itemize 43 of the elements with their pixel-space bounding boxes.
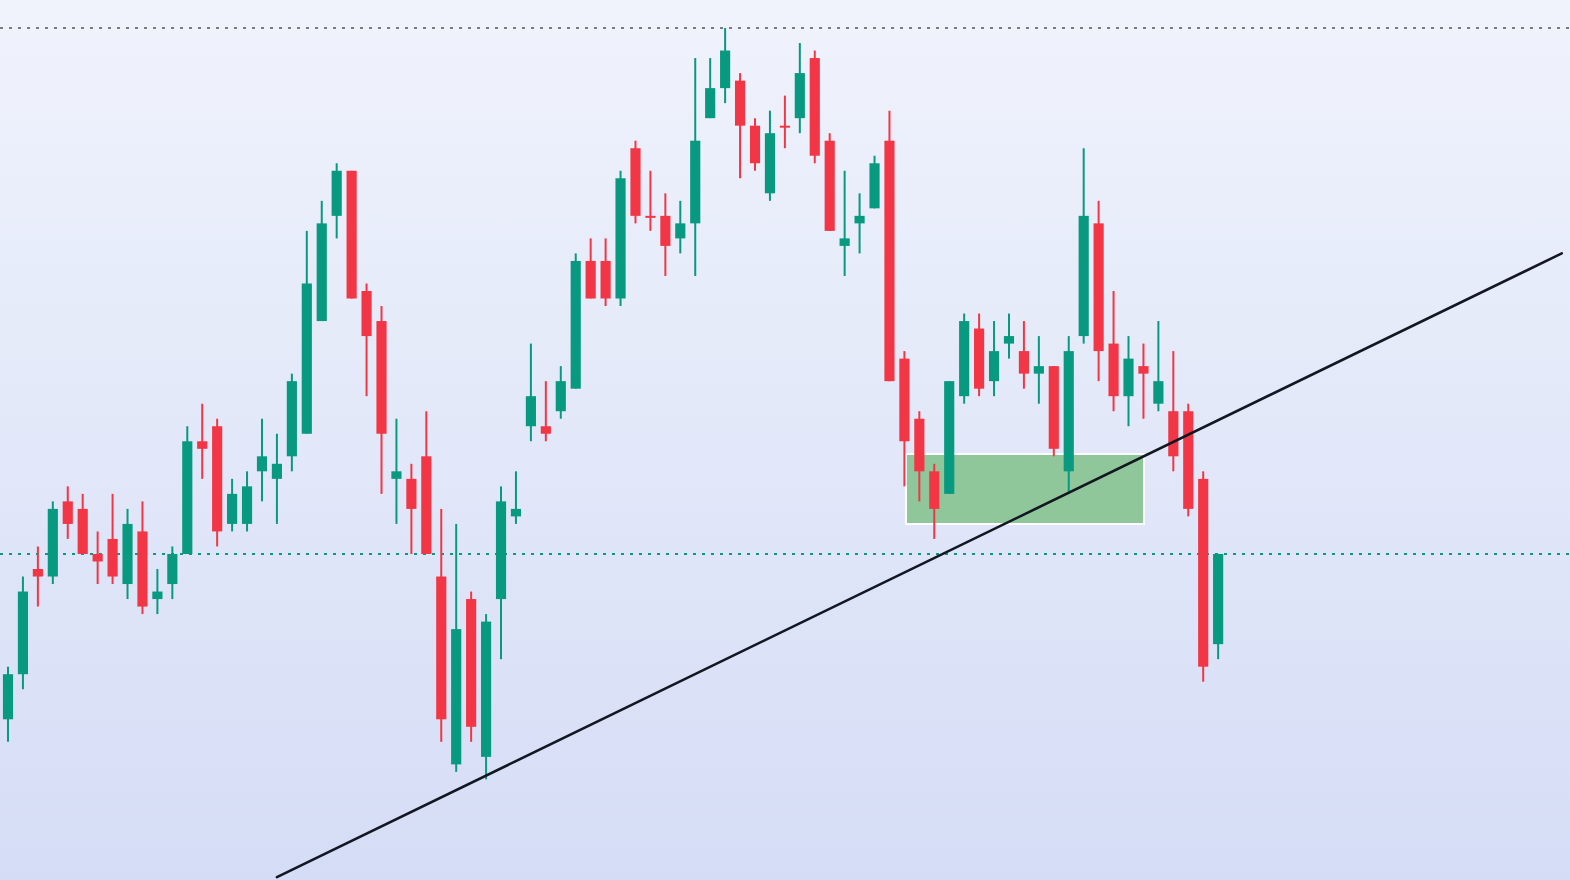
candlestick (32, 545, 43, 608)
candlestick (391, 417, 402, 525)
candlestick (749, 117, 761, 172)
candlestick (1123, 335, 1134, 428)
candlestick (600, 237, 611, 308)
candlestick (331, 162, 342, 240)
candlestick (869, 154, 880, 210)
candlestick (734, 72, 746, 180)
candlestick (779, 94, 790, 150)
candlestick (1138, 342, 1149, 420)
candlestick (2, 665, 14, 743)
candlestick (107, 492, 118, 586)
candlestick (839, 169, 850, 277)
candlestick (77, 492, 88, 555)
candlestick (227, 477, 238, 533)
candlestick (555, 365, 566, 420)
candlestick (705, 57, 716, 120)
candlestick (1033, 335, 1044, 405)
candlestick (1168, 350, 1179, 473)
candlestick (1153, 320, 1164, 413)
candlestick (197, 402, 208, 480)
candlestick (585, 237, 596, 300)
candlestick (62, 485, 73, 540)
candlestick (241, 470, 253, 533)
candlestick (406, 462, 417, 555)
candlestick (988, 320, 1000, 398)
candlestick (361, 282, 372, 398)
candlestick (645, 169, 656, 232)
candlestick (256, 417, 268, 503)
candlestick (525, 342, 536, 443)
candlestick (720, 27, 731, 105)
candlestick (675, 199, 686, 255)
candlestick (1003, 312, 1015, 360)
candlestick (92, 530, 103, 586)
candlestick (929, 462, 940, 540)
candlestick (510, 470, 522, 525)
candlestick (540, 380, 551, 443)
candlestick (1018, 320, 1029, 390)
candlestick (854, 192, 865, 255)
candlestick (152, 568, 163, 616)
candlestick (660, 192, 671, 277)
candlestick (271, 432, 282, 525)
candlestick (794, 42, 805, 135)
